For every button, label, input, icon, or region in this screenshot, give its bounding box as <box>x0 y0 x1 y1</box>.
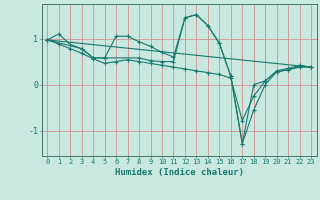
X-axis label: Humidex (Indice chaleur): Humidex (Indice chaleur) <box>115 168 244 177</box>
